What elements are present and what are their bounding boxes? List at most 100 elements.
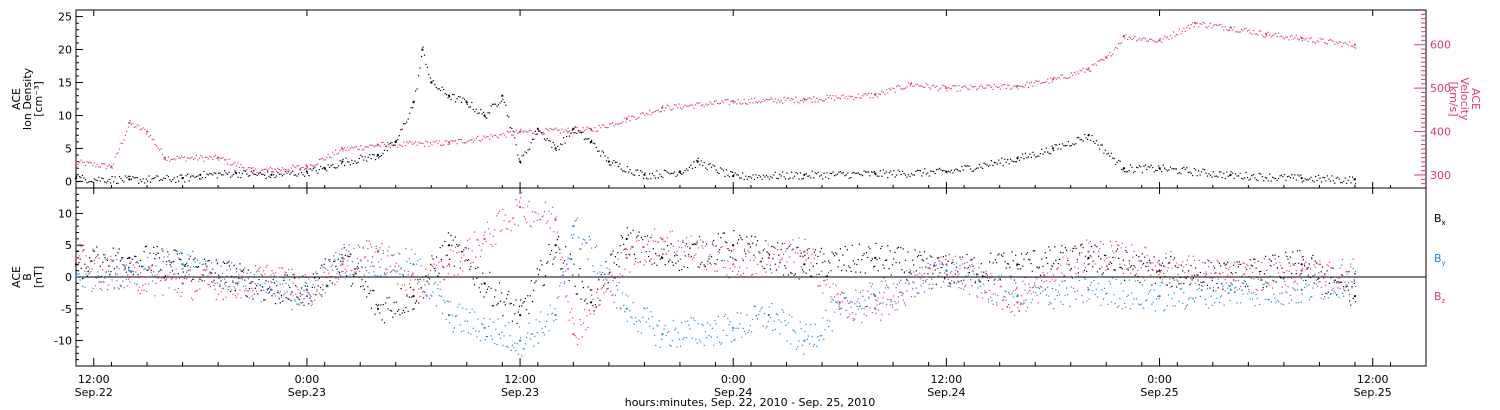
by-series-point bbox=[229, 276, 232, 278]
velocity-series-point bbox=[832, 95, 834, 97]
velocity-series-point bbox=[826, 94, 828, 96]
velocity-series-point bbox=[1243, 28, 1246, 30]
velocity-series-point bbox=[679, 107, 682, 109]
bz-series-point bbox=[158, 276, 161, 278]
by-series-point bbox=[1293, 288, 1295, 290]
bx-series-point bbox=[920, 254, 922, 257]
bz-series-point bbox=[878, 303, 881, 305]
velocity-series-point bbox=[1091, 63, 1093, 66]
bz-series-point bbox=[586, 315, 588, 317]
density-series-point bbox=[851, 172, 853, 174]
bx-series-point bbox=[871, 258, 873, 260]
by-series-point bbox=[958, 287, 960, 289]
velocity-series-point bbox=[1101, 59, 1103, 61]
velocity-series-point bbox=[1245, 27, 1247, 30]
bz-series-point bbox=[918, 292, 920, 294]
by-series-point bbox=[1038, 287, 1040, 290]
density-series-datapoint bbox=[1229, 173, 1232, 176]
bz-series-point bbox=[521, 191, 523, 193]
by-series-point bbox=[93, 259, 95, 261]
bz-series-point bbox=[593, 313, 595, 315]
velocity-series-point bbox=[591, 130, 593, 132]
by-series-point bbox=[343, 244, 345, 246]
bx-series-point bbox=[559, 248, 561, 250]
density-series-point bbox=[671, 172, 673, 174]
bz-series-point bbox=[170, 278, 172, 280]
by-series-point bbox=[1131, 292, 1133, 294]
by-series-point bbox=[695, 338, 697, 341]
velocity-series-point bbox=[564, 129, 566, 131]
bx-series-point bbox=[438, 272, 440, 274]
bx-series-point bbox=[1282, 278, 1284, 280]
bx-series-point bbox=[170, 262, 172, 264]
by-series-point bbox=[947, 285, 949, 287]
bx-series-point bbox=[144, 246, 146, 248]
velocity-series-point bbox=[1323, 42, 1326, 44]
density-series-point bbox=[116, 182, 118, 185]
by-series-point bbox=[170, 266, 172, 268]
bx-series-point bbox=[749, 246, 751, 248]
velocity-series-point bbox=[964, 85, 966, 87]
by-series-point bbox=[636, 321, 638, 323]
by-series-point bbox=[889, 304, 891, 306]
velocity-series-point bbox=[848, 95, 850, 97]
velocity-series-point bbox=[614, 123, 616, 125]
density-series-point bbox=[1115, 163, 1117, 165]
bx-series-point bbox=[208, 259, 210, 262]
density-series-point bbox=[133, 177, 135, 179]
bz-series-point bbox=[327, 269, 329, 271]
density-series-point bbox=[1146, 168, 1148, 170]
velocity-series-point bbox=[688, 105, 690, 107]
velocity-series-point bbox=[116, 153, 118, 155]
velocity-series-point bbox=[681, 108, 683, 110]
bx-series-point bbox=[289, 286, 291, 289]
by-series-point bbox=[919, 266, 921, 269]
density-series-point bbox=[1147, 166, 1149, 168]
bz-series-point bbox=[934, 265, 936, 267]
bx-series-point bbox=[196, 266, 198, 268]
velocity-series-point bbox=[281, 167, 283, 169]
bx-series-point bbox=[158, 257, 161, 259]
density-series-point bbox=[1307, 179, 1309, 181]
by-series-point bbox=[642, 316, 644, 319]
by-series-point bbox=[265, 291, 267, 293]
bx-series-point bbox=[674, 255, 676, 257]
bx-series-point bbox=[1089, 255, 1091, 257]
bz-series-point bbox=[318, 293, 320, 295]
bx-series-point bbox=[1017, 268, 1019, 270]
bx-series-point bbox=[869, 248, 871, 250]
bx-series-point bbox=[276, 285, 278, 287]
velocity-series-point bbox=[756, 102, 759, 104]
by-series-point bbox=[1255, 294, 1257, 296]
velocity-series-point bbox=[446, 140, 448, 142]
velocity-series-point bbox=[694, 104, 696, 106]
velocity-series-point bbox=[764, 100, 766, 102]
bx-series-point bbox=[414, 302, 416, 304]
density-series-point bbox=[1285, 179, 1287, 181]
by-series-point bbox=[1076, 290, 1078, 292]
by-series-point bbox=[109, 275, 111, 277]
bz-series-point bbox=[558, 247, 560, 249]
bx-series-point bbox=[176, 253, 178, 255]
velocity-series-point bbox=[500, 134, 502, 136]
bz-series-point bbox=[1055, 279, 1057, 281]
velocity-series-point bbox=[246, 169, 248, 171]
bx-series-point bbox=[837, 266, 839, 268]
velocity-series-point bbox=[604, 126, 606, 128]
bx-series-point bbox=[932, 273, 934, 275]
density-series-point bbox=[597, 150, 599, 152]
bz-series-point bbox=[333, 255, 335, 257]
bx-series-point bbox=[618, 266, 620, 268]
bx-series-point bbox=[1173, 257, 1175, 259]
velocity-series-point bbox=[1027, 86, 1029, 88]
by-series-datapoint bbox=[554, 314, 557, 317]
bz-series-point bbox=[849, 313, 851, 315]
by-series-point bbox=[85, 273, 87, 275]
bz-series-point bbox=[965, 284, 967, 286]
density-series-point bbox=[172, 179, 174, 181]
density-series-point bbox=[668, 172, 670, 174]
by-series-point bbox=[735, 327, 737, 329]
density-tick-label: 25 bbox=[58, 11, 72, 24]
velocity-series-point bbox=[789, 99, 791, 101]
by-series-point bbox=[310, 305, 312, 307]
